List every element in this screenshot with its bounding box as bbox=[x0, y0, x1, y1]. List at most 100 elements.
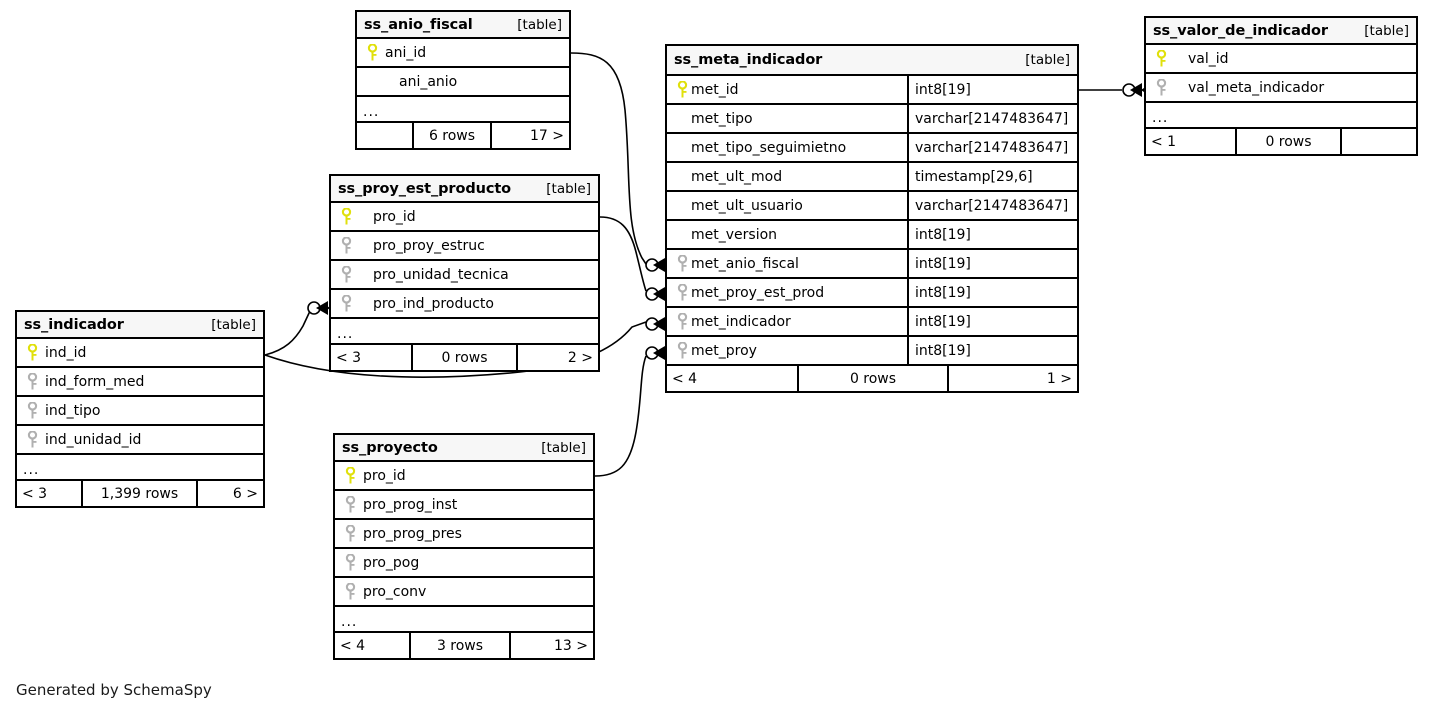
column-row-met_tipo[interactable]: met_tipo varchar[2147483647] bbox=[667, 105, 1077, 134]
column-name-cell: ani_id bbox=[357, 39, 569, 66]
foreign-key-icon bbox=[673, 254, 691, 273]
column-type: int8[19] bbox=[907, 279, 1077, 306]
column-row-ani_anio[interactable]: ani_anio bbox=[357, 68, 569, 97]
column-row-ind_tipo[interactable]: ind_tipo bbox=[17, 397, 263, 426]
column-row-met_version[interactable]: met_version int8[19] bbox=[667, 221, 1077, 250]
foreign-key-icon bbox=[337, 265, 355, 284]
column-name-cell: met_indicador bbox=[667, 308, 907, 335]
table-ss_proyecto[interactable]: ss_proyecto [table] pro_id pro_prog_inst bbox=[333, 433, 595, 660]
column-row-met_proy[interactable]: met_proy int8[19] bbox=[667, 337, 1077, 366]
column-type: varchar[2147483647] bbox=[907, 134, 1077, 161]
column-name-cell: pro_ind_producto bbox=[331, 290, 598, 317]
column-name-cell: ani_anio bbox=[357, 68, 569, 95]
column-name-cell: pro_prog_inst bbox=[335, 491, 593, 518]
column-name-cell: ind_form_med bbox=[17, 368, 263, 395]
table-ss_valor_de_indicador[interactable]: ss_valor_de_indicador [table] val_id val… bbox=[1144, 16, 1418, 156]
table-ss_indicador[interactable]: ss_indicador [table] ind_id ind_form_med bbox=[15, 310, 265, 508]
column-name-cell: met_anio_fiscal bbox=[667, 250, 907, 277]
column-row-ind_form_med[interactable]: ind_form_med bbox=[17, 368, 263, 397]
column-name-cell: pro_prog_pres bbox=[335, 520, 593, 547]
column-label: pro_ind_producto bbox=[373, 295, 494, 312]
column-row-met_proy_est_prod[interactable]: met_proy_est_prod int8[19] bbox=[667, 279, 1077, 308]
table-ss_meta_indicador[interactable]: ss_meta_indicador [table] met_id int8[19… bbox=[665, 44, 1079, 393]
edge-proy-est-producto-to-meta bbox=[599, 216, 647, 292]
column-label: pro_proy_estruc bbox=[373, 237, 485, 254]
column-row-pro_proy_estruc[interactable]: pro_proy_estruc bbox=[331, 232, 598, 261]
footer-incoming-count: < 1 bbox=[1151, 133, 1177, 150]
column-row-ind_id[interactable]: ind_id bbox=[17, 339, 263, 368]
table-footer: < 3 0 rows 2 > bbox=[331, 345, 598, 370]
column-label: met_tipo bbox=[691, 110, 753, 127]
footer-outgoing-count: 2 > bbox=[516, 345, 598, 370]
column-name-cell: met_ult_mod bbox=[667, 163, 907, 190]
column-name-cell: pro_id bbox=[335, 462, 593, 489]
table-type-tag: [table] bbox=[211, 316, 256, 333]
column-row-met_indicador[interactable]: met_indicador int8[19] bbox=[667, 308, 1077, 337]
column-label: met_ult_usuario bbox=[691, 197, 803, 214]
column-row-ind_unidad_id[interactable]: ind_unidad_id bbox=[17, 426, 263, 455]
foreign-key-icon bbox=[673, 312, 691, 331]
table-header: ss_proy_est_producto [table] bbox=[331, 176, 598, 203]
column-name-cell: pro_conv bbox=[335, 578, 593, 605]
column-row-met_ult_usuario[interactable]: met_ult_usuario varchar[2147483647] bbox=[667, 192, 1077, 221]
footer-outgoing-count: 6 > bbox=[196, 481, 263, 506]
column-row-pro_conv[interactable]: pro_conv bbox=[335, 578, 593, 607]
table-ss_anio_fiscal[interactable]: ss_anio_fiscal [table] ani_id ani_anio .… bbox=[355, 10, 571, 150]
column-row-met_anio_fiscal[interactable]: met_anio_fiscal int8[19] bbox=[667, 250, 1077, 279]
column-type: varchar[2147483647] bbox=[907, 192, 1077, 219]
column-label: pro_conv bbox=[363, 583, 427, 600]
column-label: met_id bbox=[691, 81, 739, 98]
column-type: int8[19] bbox=[907, 76, 1077, 103]
column-row-pro_id[interactable]: pro_id bbox=[335, 462, 593, 491]
column-row-pro_prog_inst[interactable]: pro_prog_inst bbox=[335, 491, 593, 520]
column-row-val_id[interactable]: val_id bbox=[1146, 45, 1416, 74]
foreign-key-icon bbox=[341, 524, 359, 543]
column-row-val_meta_indicador[interactable]: val_meta_indicador bbox=[1146, 74, 1416, 103]
table-title: ss_anio_fiscal bbox=[364, 16, 473, 33]
column-label: pro_id bbox=[373, 208, 416, 225]
footer-outgoing-count: 1 > bbox=[947, 366, 1077, 391]
footer-outgoing-count bbox=[1340, 129, 1416, 154]
foreign-key-icon bbox=[673, 283, 691, 302]
column-row-met_id[interactable]: met_id int8[19] bbox=[667, 76, 1077, 105]
table-header: ss_indicador [table] bbox=[17, 312, 263, 339]
column-name-cell: met_tipo bbox=[667, 105, 907, 132]
more-columns-ellipsis: ... bbox=[357, 97, 569, 123]
column-row-pro_unidad_tecnica[interactable]: pro_unidad_tecnica bbox=[331, 261, 598, 290]
column-label: val_meta_indicador bbox=[1188, 79, 1325, 96]
column-name-cell: val_meta_indicador bbox=[1146, 74, 1416, 101]
footer-incoming-count: < 3 bbox=[336, 349, 362, 366]
column-row-pro_pog[interactable]: pro_pog bbox=[335, 549, 593, 578]
more-columns-ellipsis: ... bbox=[17, 455, 263, 481]
footer-incoming-count: < 3 bbox=[22, 485, 48, 502]
column-row-pro_ind_producto[interactable]: pro_ind_producto bbox=[331, 290, 598, 319]
footer-row-count: 0 rows bbox=[411, 345, 516, 370]
column-label: pro_unidad_tecnica bbox=[373, 266, 509, 283]
column-name-cell: met_id bbox=[667, 76, 907, 103]
column-row-pro_prog_pres[interactable]: pro_prog_pres bbox=[335, 520, 593, 549]
column-row-pro_id[interactable]: pro_id bbox=[331, 203, 598, 232]
column-name-cell: met_proy_est_prod bbox=[667, 279, 907, 306]
foreign-key-icon bbox=[23, 372, 41, 391]
table-title: ss_meta_indicador bbox=[674, 52, 823, 68]
column-row-ani_id[interactable]: ani_id bbox=[357, 39, 569, 68]
column-type: int8[19] bbox=[907, 308, 1077, 335]
table-ss_proy_est_producto[interactable]: ss_proy_est_producto [table] pro_id pro_… bbox=[329, 174, 600, 372]
footer-incoming-count: < 4 bbox=[672, 370, 698, 387]
foreign-key-icon bbox=[673, 341, 691, 360]
more-columns-ellipsis: ... bbox=[335, 607, 593, 633]
foreign-key-icon bbox=[337, 294, 355, 313]
primary-key-icon bbox=[341, 466, 359, 485]
primary-key-icon bbox=[363, 43, 381, 62]
more-columns-ellipsis: ... bbox=[1146, 103, 1416, 129]
column-label: met_anio_fiscal bbox=[691, 255, 799, 272]
foreign-key-icon bbox=[1152, 78, 1170, 97]
column-row-met_tipo_seguimietno[interactable]: met_tipo_seguimietno varchar[2147483647] bbox=[667, 134, 1077, 163]
column-label: ind_form_med bbox=[45, 373, 145, 390]
table-title: ss_indicador bbox=[24, 316, 124, 333]
foreign-key-icon bbox=[341, 553, 359, 572]
column-label: pro_prog_inst bbox=[363, 496, 458, 513]
column-row-met_ult_mod[interactable]: met_ult_mod timestamp[29,6] bbox=[667, 163, 1077, 192]
column-label: pro_prog_pres bbox=[363, 525, 462, 542]
